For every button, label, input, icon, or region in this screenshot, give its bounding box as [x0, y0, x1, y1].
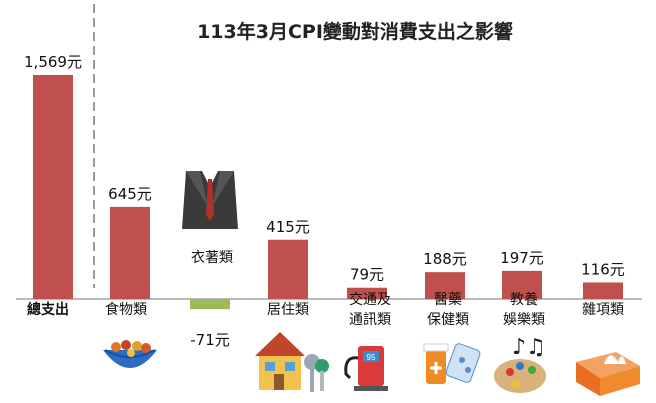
- value-label-2: 645元: [108, 185, 152, 203]
- value-label-7: 197元: [500, 249, 544, 267]
- category-label-3: 衣著類: [191, 250, 233, 266]
- bar-6: [425, 272, 465, 299]
- svg-text:95: 95: [367, 353, 376, 362]
- value-label-4: 415元: [266, 218, 310, 236]
- category-label-7: 教養娛樂類: [503, 291, 545, 328]
- bar-2: [110, 206, 150, 299]
- svg-text:♪♫: ♪♫: [512, 335, 546, 360]
- value-label-6: 188元: [423, 250, 467, 268]
- bar-8: [583, 282, 623, 299]
- category-label-1: 總支出: [27, 301, 69, 318]
- category-label-6: 醫藥保健類: [427, 292, 469, 328]
- house-keys-icon: [255, 332, 329, 392]
- bar-1: [33, 75, 73, 299]
- bar-5: [347, 287, 387, 299]
- category-label-5: 交通及通訊類: [349, 291, 391, 328]
- category-label-8: 雜項類: [582, 302, 624, 318]
- category-label-2: 食物類: [105, 301, 147, 318]
- tissue-box-icon: [576, 352, 640, 396]
- art-music-icon: ♪♫: [494, 335, 546, 393]
- bar-7: [502, 270, 542, 299]
- value-label-5: 79元: [350, 266, 384, 284]
- suit-icon: [182, 171, 238, 229]
- value-label-1: 1,569元: [24, 53, 82, 71]
- chart-title: 113年3月CPI變動對消費支出之影響: [197, 20, 513, 43]
- food-bowl-icon: [103, 340, 157, 368]
- fuel-pump-icon: 95: [344, 346, 388, 391]
- value-label-8: 116元: [581, 260, 625, 278]
- value-label-3: -71元: [190, 331, 230, 349]
- bar-3: [190, 299, 230, 310]
- medicine-icon: [423, 343, 481, 384]
- bar-4: [268, 239, 308, 299]
- category-label-4: 居住類: [267, 302, 309, 318]
